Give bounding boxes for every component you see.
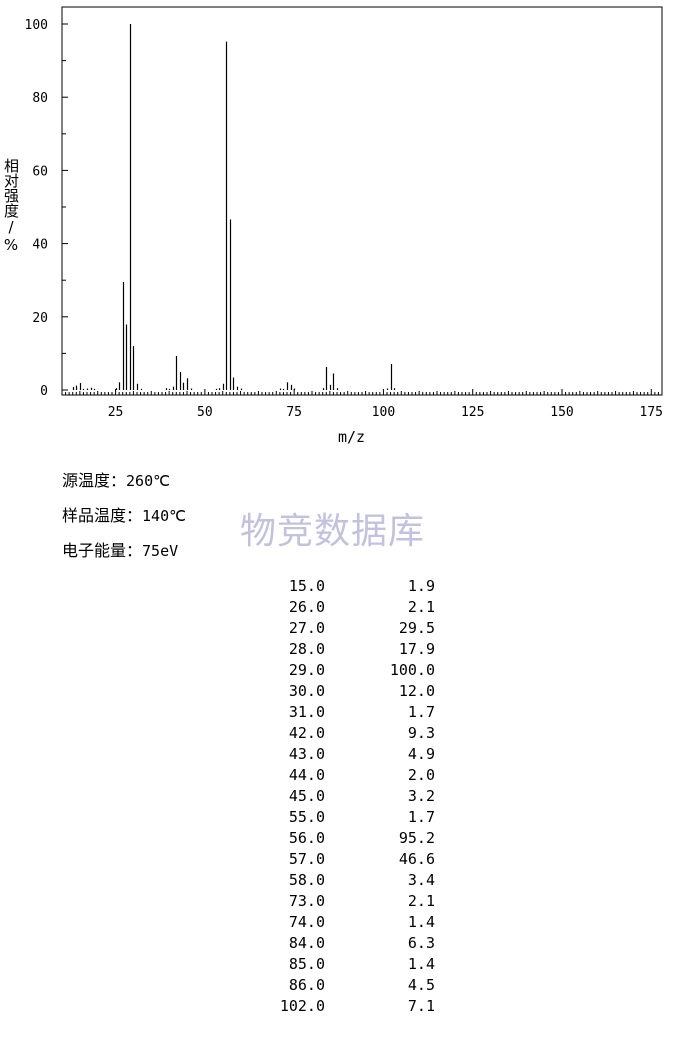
peak-mz: 28.0: [288, 640, 325, 658]
peak-mz: 55.0: [288, 808, 325, 826]
peak-table-row: 28.0 17.9: [258, 639, 435, 660]
peak-table-row: 102.0 7.1: [258, 996, 435, 1017]
peak-mz: 27.0: [288, 619, 325, 637]
y-tick-label: 0: [40, 384, 48, 399]
sample-temperature-label: 样品温度：: [62, 506, 143, 525]
acquisition-parameters: 源温度：260℃ 样品温度：140℃ 电子能量：75eV: [62, 470, 186, 575]
peak-mz: 43.0: [288, 745, 325, 763]
peak-mz: 86.0: [288, 976, 325, 994]
x-tick-label: 125: [461, 405, 484, 420]
peak-table-row: 84.0 6.3: [258, 933, 435, 954]
peak-intensity: 4.5: [407, 976, 435, 994]
peak-intensity: 3.2: [407, 787, 435, 805]
source-temperature: 源温度：260℃: [62, 470, 186, 505]
peak-intensity: 29.5: [398, 619, 435, 637]
peak-table-row: 73.0 2.1: [258, 891, 435, 912]
peak-mz: 73.0: [288, 892, 325, 910]
peak-table-row: 26.0 2.1: [258, 597, 435, 618]
peak-mz: 102.0: [279, 997, 325, 1015]
peak-mz: 57.0: [288, 850, 325, 868]
peak-intensity: 1.4: [407, 955, 435, 973]
peak-mz: 42.0: [288, 724, 325, 742]
peak-table-row: 44.0 2.0: [258, 765, 435, 786]
peak-table-row: 56.0 95.2: [258, 828, 435, 849]
y-axis-label: 相对强度/%: [2, 158, 20, 254]
x-axis-label: m/z: [338, 428, 366, 446]
peak-table-row: 31.0 1.7: [258, 702, 435, 723]
source-temperature-value: 260℃: [126, 472, 170, 490]
electron-energy: 电子能量：75eV: [62, 540, 186, 575]
x-tick-label: 150: [550, 405, 573, 420]
peak-intensity: 1.4: [407, 913, 435, 931]
peak-table-row: 30.0 12.0: [258, 681, 435, 702]
peak-table: 15.0 1.9 26.0 2.1 27.0 29.5 28.0 17.9 29.0 100.0 3…: [258, 576, 435, 1017]
peak-intensity: 17.9: [398, 640, 435, 658]
peak-table-row: 43.0 4.9: [258, 744, 435, 765]
peak-mz: 15.0: [288, 577, 325, 595]
peak-table-row: 74.0 1.4: [258, 912, 435, 933]
peak-mz: 85.0: [288, 955, 325, 973]
peak-intensity: 12.0: [398, 682, 435, 700]
peak-mz: 56.0: [288, 829, 325, 847]
peak-intensity: 100.0: [389, 661, 435, 679]
peak-table-row: 29.0 100.0: [258, 660, 435, 681]
peak-mz: 30.0: [288, 682, 325, 700]
peak-intensity: 7.1: [407, 997, 435, 1015]
x-axis-ticks: 25 50 75 100 125 150 175: [61, 389, 663, 420]
peak-intensity: 1.9: [407, 577, 435, 595]
peak-intensity: 4.9: [407, 745, 435, 763]
y-tick-label: 20: [32, 311, 48, 326]
x-tick-label: 75: [286, 405, 302, 420]
y-tick-label: 100: [25, 18, 48, 33]
spectrum-peaks: [72, 24, 396, 390]
mass-spectrum-chart: 25 50 75 100 125 150 175 0 20 40 60 80 100: [25, 6, 663, 420]
peak-intensity: 1.7: [407, 808, 435, 826]
y-axis-ticks: 0 20 40 60 80 100: [25, 18, 68, 399]
electron-energy-label: 电子能量：: [62, 541, 143, 560]
peak-intensity: 6.3: [407, 934, 435, 952]
x-tick-label: 100: [372, 405, 395, 420]
sample-temperature-value: 140℃: [142, 507, 186, 525]
peak-table-row: 42.0 9.3: [258, 723, 435, 744]
peak-table-row: 58.0 3.4: [258, 870, 435, 891]
peak-intensity: 95.2: [398, 829, 435, 847]
x-tick-label: 175: [640, 405, 663, 420]
peak-mz: 44.0: [288, 766, 325, 784]
peak-table-row: 85.0 1.4: [258, 954, 435, 975]
peak-table-row: 45.0 3.2: [258, 786, 435, 807]
peak-table-row: 57.0 46.6: [258, 849, 435, 870]
peak-mz: 45.0: [288, 787, 325, 805]
peak-intensity: 46.6: [398, 850, 435, 868]
peak-intensity: 2.1: [407, 892, 435, 910]
peak-mz: 31.0: [288, 703, 325, 721]
peak-mz: 29.0: [288, 661, 325, 679]
electron-energy-value: 75eV: [142, 542, 179, 560]
peak-intensity: 1.7: [407, 703, 435, 721]
peak-mz: 26.0: [288, 598, 325, 616]
peak-mz: 84.0: [288, 934, 325, 952]
peak-intensity: 3.4: [407, 871, 435, 889]
peak-table-row: 15.0 1.9: [258, 576, 435, 597]
peak-table-row: 27.0 29.5: [258, 618, 435, 639]
x-tick-label: 50: [197, 405, 213, 420]
peak-table-row: 86.0 4.5: [258, 975, 435, 996]
peak-intensity: 2.0: [407, 766, 435, 784]
plot-frame: [61, 6, 663, 396]
peak-table-row: 55.0 1.7: [258, 807, 435, 828]
peak-intensity: 9.3: [407, 724, 435, 742]
source-temperature-label: 源温度：: [62, 471, 127, 490]
x-tick-label: 25: [108, 405, 124, 420]
sample-temperature: 样品温度：140℃: [62, 505, 186, 540]
y-tick-label: 60: [32, 164, 48, 179]
y-tick-label: 80: [32, 91, 48, 106]
peak-intensity: 2.1: [407, 598, 435, 616]
watermark: 物竞数据库: [240, 511, 426, 552]
peak-mz: 74.0: [288, 913, 325, 931]
peak-mz: 58.0: [288, 871, 325, 889]
y-tick-label: 40: [32, 238, 48, 253]
